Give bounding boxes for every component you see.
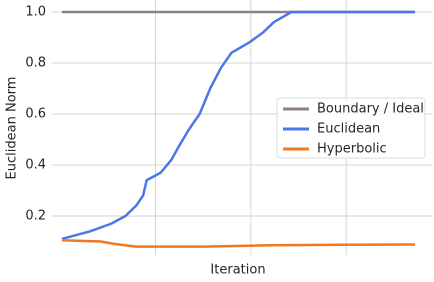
- line-series: [61, 238, 416, 248]
- y-axis-label: Euclidean Norm: [5, 77, 20, 180]
- y-tick-label: 0.8: [25, 55, 46, 70]
- legend: Boundary / Ideal Euclidean Hyperbolic: [276, 97, 426, 159]
- x-axis-label: Iteration: [210, 263, 265, 278]
- y-tick-label: 0.6: [25, 106, 46, 121]
- legend-label: Euclidean: [317, 122, 380, 137]
- y-tick-label: 0.2: [25, 208, 46, 223]
- legend-label: Boundary / Ideal: [317, 102, 424, 117]
- legend-label: Hyperbolic: [317, 142, 387, 157]
- legend-box: [276, 97, 426, 159]
- y-tick-label: 1.0: [25, 4, 46, 19]
- line-series: [61, 10, 416, 241]
- y-tick-label: 0.4: [25, 157, 46, 172]
